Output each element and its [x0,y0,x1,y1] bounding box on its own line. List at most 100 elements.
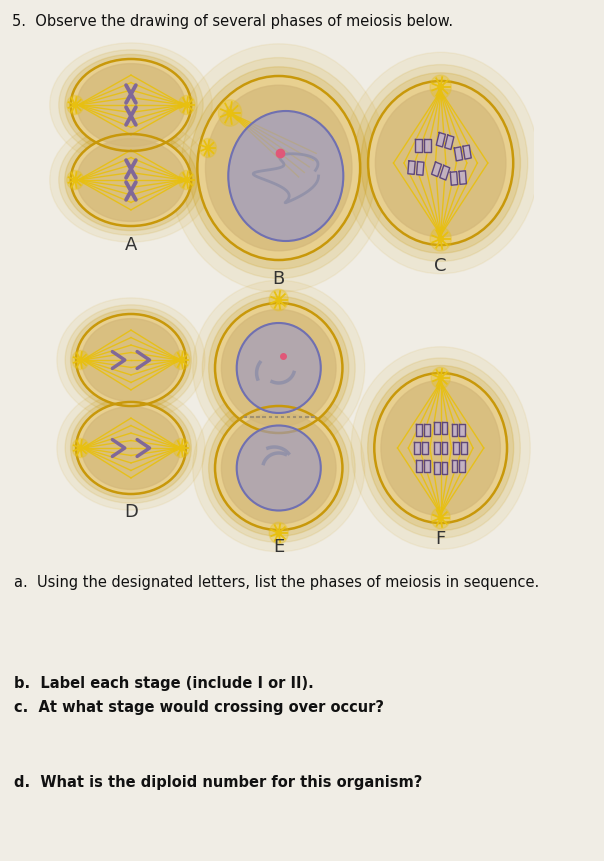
Polygon shape [436,133,445,147]
Circle shape [206,146,210,151]
Circle shape [269,523,288,544]
Polygon shape [424,424,429,436]
Circle shape [73,177,77,183]
Ellipse shape [71,309,191,411]
Ellipse shape [57,298,205,422]
Circle shape [277,297,281,303]
Circle shape [178,170,195,189]
Ellipse shape [82,319,181,401]
Circle shape [185,177,189,183]
Ellipse shape [222,309,336,426]
Circle shape [79,357,83,362]
Circle shape [438,236,443,242]
Circle shape [431,367,450,389]
Ellipse shape [65,129,197,231]
Ellipse shape [189,67,368,269]
Text: 5.  Observe the drawing of several phases of meiosis below.: 5. Observe the drawing of several phases… [13,14,454,29]
Polygon shape [451,171,458,185]
Ellipse shape [77,64,185,146]
Ellipse shape [205,85,352,251]
Ellipse shape [375,90,506,237]
Text: d.  What is the diploid number for this organism?: d. What is the diploid number for this o… [14,775,423,790]
Ellipse shape [351,347,530,549]
Ellipse shape [181,58,376,278]
Polygon shape [460,460,465,472]
Polygon shape [445,135,454,150]
Circle shape [173,438,190,457]
Polygon shape [416,424,422,436]
Polygon shape [454,442,459,454]
Text: B: B [272,270,285,288]
Polygon shape [414,442,420,454]
Ellipse shape [193,384,365,552]
Ellipse shape [361,73,521,253]
Circle shape [73,102,77,108]
Ellipse shape [208,296,349,439]
Polygon shape [422,442,428,454]
Ellipse shape [77,139,185,221]
Ellipse shape [50,118,212,242]
Ellipse shape [76,402,186,494]
Text: E: E [273,538,284,556]
Ellipse shape [82,406,181,489]
Text: D: D [124,503,138,521]
Circle shape [439,375,443,381]
Polygon shape [434,462,440,474]
Polygon shape [459,170,466,184]
Text: b.  Label each stage (include I or II).: b. Label each stage (include I or II). [14,676,314,691]
Ellipse shape [71,59,191,151]
Circle shape [430,75,451,99]
Ellipse shape [208,400,349,536]
Circle shape [430,227,451,251]
Polygon shape [424,139,431,152]
Ellipse shape [368,366,513,530]
Polygon shape [460,424,465,436]
Circle shape [72,350,89,369]
Ellipse shape [71,134,191,226]
Circle shape [269,289,288,311]
Ellipse shape [59,50,203,160]
Ellipse shape [202,290,355,446]
Polygon shape [417,162,424,176]
Ellipse shape [237,425,321,511]
Polygon shape [442,422,448,434]
Ellipse shape [76,314,186,406]
Ellipse shape [215,406,342,530]
Ellipse shape [59,125,203,235]
Circle shape [66,96,84,115]
Ellipse shape [228,111,343,241]
Circle shape [66,170,84,189]
Circle shape [179,446,184,450]
Circle shape [439,515,443,521]
Polygon shape [442,462,448,474]
Ellipse shape [169,44,388,292]
Polygon shape [452,460,457,472]
Circle shape [227,109,233,116]
Ellipse shape [222,412,336,523]
Ellipse shape [361,358,520,538]
Circle shape [173,350,190,369]
Text: F: F [435,530,446,548]
Circle shape [277,530,281,536]
Ellipse shape [71,398,191,499]
Ellipse shape [65,305,197,415]
Polygon shape [408,161,415,175]
Polygon shape [432,162,442,177]
Ellipse shape [50,43,212,167]
Circle shape [178,96,195,115]
Polygon shape [416,460,422,472]
Ellipse shape [237,323,321,413]
Text: A: A [125,236,137,254]
Ellipse shape [374,373,507,523]
Circle shape [219,100,242,127]
Ellipse shape [57,386,205,510]
Polygon shape [440,165,450,180]
Polygon shape [454,147,463,161]
Ellipse shape [342,53,539,274]
Ellipse shape [353,65,528,262]
Ellipse shape [215,303,342,433]
Text: c.  At what stage would crossing over occur?: c. At what stage would crossing over occ… [14,700,384,715]
Circle shape [185,102,189,108]
Ellipse shape [65,54,197,156]
Circle shape [79,446,83,450]
